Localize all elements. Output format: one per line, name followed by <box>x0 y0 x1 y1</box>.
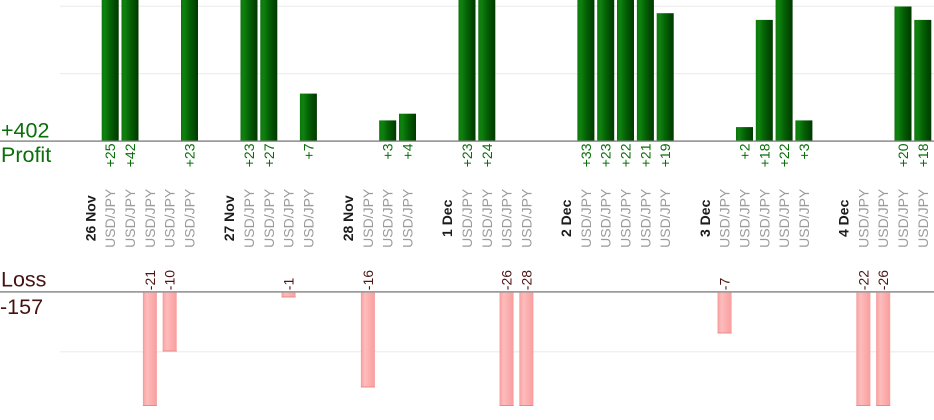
svg-text:-10: -10 <box>162 270 178 290</box>
svg-text:26 Nov: 26 Nov <box>82 195 98 241</box>
svg-text:+18: +18 <box>756 143 772 167</box>
svg-text:+3: +3 <box>796 143 812 159</box>
svg-text:USD/JPY: USD/JPY <box>796 188 812 248</box>
svg-text:USD/JPY: USD/JPY <box>479 188 495 248</box>
svg-text:+3: +3 <box>380 143 396 159</box>
svg-text:USD/JPY: USD/JPY <box>737 188 753 248</box>
svg-text:+402: +402 <box>1 118 49 142</box>
svg-text:USD/JPY: USD/JPY <box>578 188 594 248</box>
svg-text:USD/JPY: USD/JPY <box>182 188 198 248</box>
svg-text:-22: -22 <box>855 270 871 290</box>
svg-text:Loss: Loss <box>1 268 46 292</box>
svg-text:28 Nov: 28 Nov <box>340 195 356 241</box>
svg-text:USD/JPY: USD/JPY <box>122 188 138 248</box>
svg-text:USD/JPY: USD/JPY <box>518 188 534 248</box>
svg-text:-26: -26 <box>499 270 515 290</box>
svg-text:USD/JPY: USD/JPY <box>261 188 277 248</box>
svg-text:27 Nov: 27 Nov <box>221 195 237 241</box>
svg-text:USD/JPY: USD/JPY <box>776 188 792 248</box>
svg-text:+4: +4 <box>400 143 416 159</box>
svg-text:+27: +27 <box>261 143 277 167</box>
svg-text:USD/JPY: USD/JPY <box>717 188 733 248</box>
svg-text:USD/JPY: USD/JPY <box>618 188 634 248</box>
svg-text:2 Dec: 2 Dec <box>558 199 574 237</box>
svg-text:USD/JPY: USD/JPY <box>598 188 614 248</box>
svg-text:USD/JPY: USD/JPY <box>241 188 257 248</box>
svg-text:+19: +19 <box>657 143 673 167</box>
svg-text:+21: +21 <box>637 143 653 167</box>
svg-text:-21: -21 <box>142 270 158 290</box>
svg-text:-28: -28 <box>518 270 534 290</box>
svg-text:+42: +42 <box>122 143 138 167</box>
svg-text:USD/JPY: USD/JPY <box>102 188 118 248</box>
svg-text:-157: -157 <box>0 295 43 319</box>
svg-text:-16: -16 <box>360 270 376 290</box>
svg-text:USD/JPY: USD/JPY <box>875 188 891 248</box>
svg-text:USD/JPY: USD/JPY <box>300 188 316 248</box>
svg-text:-26: -26 <box>875 270 891 290</box>
svg-text:+25: +25 <box>102 143 118 167</box>
svg-text:+23: +23 <box>598 143 614 167</box>
svg-text:+18: +18 <box>915 143 931 167</box>
svg-text:USD/JPY: USD/JPY <box>657 188 673 248</box>
svg-text:USD/JPY: USD/JPY <box>281 188 297 248</box>
svg-text:USD/JPY: USD/JPY <box>360 188 376 248</box>
svg-text:3 Dec: 3 Dec <box>697 199 713 237</box>
svg-text:+7: +7 <box>300 143 316 159</box>
svg-text:+23: +23 <box>182 143 198 167</box>
svg-text:-7: -7 <box>717 278 733 291</box>
svg-text:USD/JPY: USD/JPY <box>637 188 653 248</box>
svg-text:USD/JPY: USD/JPY <box>162 188 178 248</box>
svg-text:USD/JPY: USD/JPY <box>459 188 475 248</box>
svg-text:+23: +23 <box>459 143 475 167</box>
svg-text:USD/JPY: USD/JPY <box>756 188 772 248</box>
svg-text:USD/JPY: USD/JPY <box>895 188 911 248</box>
svg-text:USD/JPY: USD/JPY <box>380 188 396 248</box>
svg-text:Profit: Profit <box>1 143 51 167</box>
svg-text:+22: +22 <box>618 143 634 167</box>
svg-text:USD/JPY: USD/JPY <box>499 188 515 248</box>
svg-text:4 Dec: 4 Dec <box>836 199 852 237</box>
svg-text:+23: +23 <box>241 143 257 167</box>
svg-text:USD/JPY: USD/JPY <box>142 188 158 248</box>
svg-text:USD/JPY: USD/JPY <box>400 188 416 248</box>
svg-text:-1: -1 <box>281 278 297 291</box>
svg-text:+20: +20 <box>895 143 911 167</box>
svg-text:USD/JPY: USD/JPY <box>915 188 931 248</box>
svg-text:+2: +2 <box>737 143 753 159</box>
svg-text:+33: +33 <box>578 143 594 167</box>
svg-text:1 Dec: 1 Dec <box>439 199 455 237</box>
svg-text:USD/JPY: USD/JPY <box>855 188 871 248</box>
svg-text:+24: +24 <box>479 143 495 167</box>
svg-text:+22: +22 <box>776 143 792 167</box>
